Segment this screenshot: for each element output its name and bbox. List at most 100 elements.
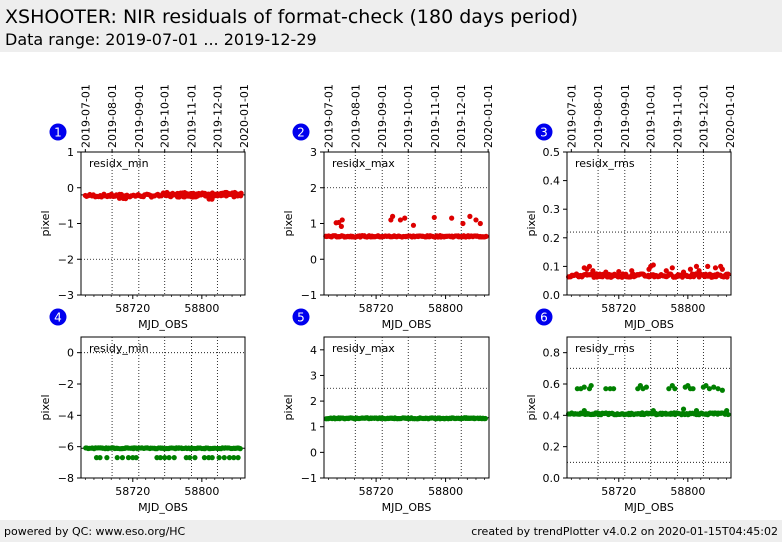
top-date-label: 2019-11-01 [429,84,442,148]
x-axis-label: MJD_OBS [382,318,432,331]
plot-frame [80,151,246,296]
data-point [711,384,717,390]
data-point [133,455,139,461]
data-point [116,195,123,201]
y-tick-label: 2 [310,395,317,408]
y-tick-label: 1 [310,421,317,434]
data-point [449,215,455,221]
y-tick-label: 0.6 [543,378,561,391]
y-tick-label: 0.2 [543,232,561,245]
data-point [680,269,687,275]
data-point [483,233,489,239]
y-axis-label: pixel [525,394,538,420]
y-tick-label: 0.5 [543,146,561,159]
data-point [460,220,466,227]
panel-number-badge [535,308,553,326]
data-point [715,386,721,392]
data-point [339,217,345,223]
data-point [611,386,617,392]
y-tick-label: 0.3 [543,203,561,216]
y-axis-label: pixel [282,394,295,420]
x-tick-label: 58720 [359,485,394,498]
data-point [104,455,110,461]
top-date-label: 2019-09-01 [376,84,389,148]
x-axis-label: MJD_OBS [138,318,188,331]
data-point [650,408,656,414]
x-tick-label: 58720 [115,485,150,498]
panel-label: residy_max [332,342,395,355]
panel-label: residx_max [332,157,395,170]
top-date-label: 2020-01-01 [238,84,251,148]
data-point [725,411,731,418]
panel-number-badge [535,123,553,141]
footer-created: created by trendPlotter v4.0.2 on 2020-0… [471,525,778,538]
chart-panel-1: 1 0 −1 −2 −3 58720 58800 2019-07-01 2019-08-01 20… [39,84,251,331]
x-tick-label: 58800 [670,485,705,498]
top-date-label: 2019-10-01 [159,84,172,148]
data-point [231,455,237,461]
y-axis-label: pixel [39,210,52,236]
y-axis-label: pixel [525,210,538,236]
x-tick-label: 58800 [428,485,463,498]
data-point [680,406,687,412]
chart-panel-6: 0.8 0.6 0.4 0.2 0.0 58720 58800 residy_rms MJD_O… [525,308,732,514]
data-point [590,268,596,274]
y-axis-label: pixel [282,210,295,236]
top-date-label: 2019-12-01 [455,84,468,148]
data-point [473,217,479,223]
data-point [693,408,700,414]
footer-bar: powered by QC: www.eso.org/HC created by… [0,520,782,542]
data-point [719,266,725,272]
data-point [690,386,696,392]
x-axis-label: MJD_OBS [138,501,188,514]
data-point [712,265,719,271]
y-tick-label: −1 [301,289,317,302]
panel-number-label: 5 [297,311,305,325]
y-tick-label: 0 [67,182,74,195]
y-tick-label: −1 [301,472,317,485]
data-point [216,455,222,461]
footer-credit: powered by QC: www.eso.org/HC [4,525,186,538]
y-tick-label: −2 [58,378,74,391]
y-tick-label: 0.4 [543,409,561,422]
data-point [162,455,168,461]
plot-frame [323,336,490,479]
x-axis-label: MJD_OBS [382,501,432,514]
plot-frame [566,336,732,479]
panel-label: residy_min [89,342,149,355]
y-tick-label: −2 [58,253,74,266]
data-point [114,455,120,461]
y-tick-label: 0.1 [543,260,561,273]
data-point [238,190,244,196]
panel-number-label: 6 [540,311,548,325]
data-point [643,384,650,390]
page-title: XSHOOTER: NIR residuals of format-check … [5,6,579,28]
data-point [97,455,103,461]
data-point [390,213,396,219]
y-tick-label: −3 [58,289,74,302]
y-tick-label: 4 [310,344,317,357]
y-tick-label: 0.0 [543,289,561,302]
data-point [192,455,198,461]
top-date-label: 2019-12-01 [211,84,224,148]
panel-number-badge [49,123,67,141]
data-point [696,268,702,274]
top-date-label: 2020-01-01 [724,84,737,148]
top-date-label: 2019-10-01 [645,84,658,148]
top-date-label: 2019-09-01 [619,84,632,148]
data-point [629,268,635,274]
top-date-label: 2019-08-01 [592,84,605,148]
data-point [338,223,344,229]
panel-number-label: 2 [297,126,305,140]
y-tick-label: 1 [67,146,74,159]
data-point [226,455,233,461]
top-date-label: 2019-10-01 [402,84,415,148]
panel-number-label: 3 [540,126,548,140]
data-point [616,268,622,275]
y-tick-label: −1 [58,218,74,231]
y-tick-label: 3 [310,369,317,382]
data-point [724,408,730,414]
y-tick-label: −6 [58,441,74,454]
